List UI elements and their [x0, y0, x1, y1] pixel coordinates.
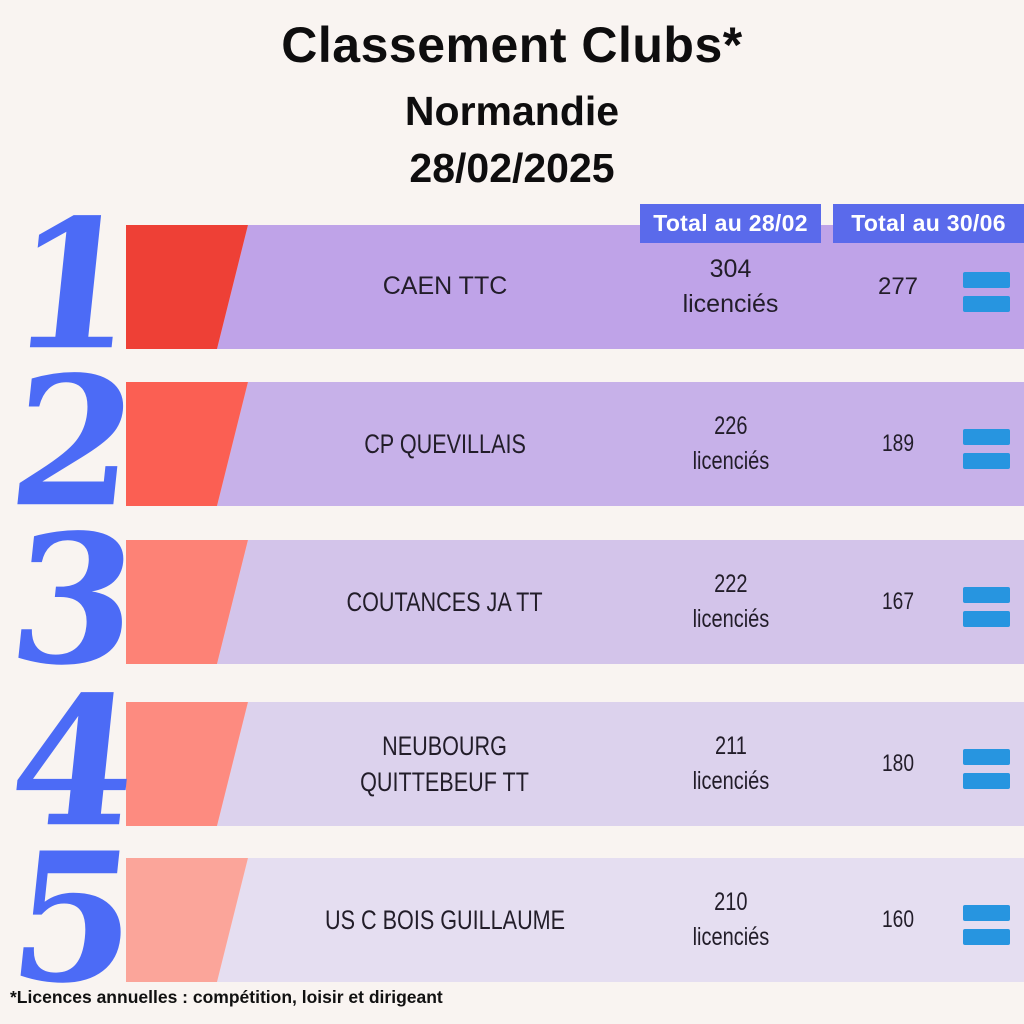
- ranking-row-4: 4 NEUBOURG QUITTEBEUF TT 211 licenciés 1…: [0, 657, 1024, 866]
- equal-trend-icon: [963, 429, 1010, 477]
- equal-trend-icon: [963, 272, 1010, 320]
- ranking-row-1: 1 CAEN TTC 304 licenciés 277: [0, 180, 1024, 389]
- rank-number: 5: [1, 813, 147, 1023]
- row-bar: [217, 225, 1024, 349]
- ranking-row-2: 2 CP QUEVILLAIS 226 licenciés 189: [0, 337, 1024, 546]
- count-current: 222 licenciés: [692, 570, 769, 633]
- row-bar: [217, 702, 1024, 826]
- count-previous: 180: [881, 750, 915, 777]
- club-name: CP QUEVILLAIS: [364, 428, 526, 459]
- count-current: 304 licenciés: [682, 255, 779, 318]
- count-current: 226 licenciés: [692, 412, 769, 475]
- ranking-row-5: 5 US C BOIS GUILLAUME 210 licenciés 160: [0, 813, 1024, 1022]
- count-previous: 160: [881, 906, 915, 933]
- license-footnote: *Licences annuelles : compétition, loisi…: [10, 987, 443, 1007]
- club-name: COUTANCES JA TT: [346, 586, 544, 617]
- count-current: 210 licenciés: [692, 888, 769, 951]
- title-block: Classement Clubs* Normandie 28/02/2025: [0, 18, 1024, 191]
- column-header-total-30-06: Total au 30/06: [833, 204, 1024, 243]
- row-bar: [217, 382, 1024, 506]
- club-name: CAEN TTC: [382, 272, 508, 301]
- club-name: US C BOIS GUILLAUME: [324, 904, 566, 935]
- count-previous: 167: [881, 588, 915, 615]
- row-bar: [217, 540, 1024, 664]
- date-label: 28/02/2025: [409, 145, 615, 192]
- equal-trend-icon: [963, 749, 1010, 797]
- ranking-row-3: 3 COUTANCES JA TT 222 licenciés 167: [0, 495, 1024, 704]
- equal-trend-icon: [963, 587, 1010, 635]
- region-subtitle: Normandie: [404, 88, 620, 134]
- page-title: Classement Clubs*: [281, 17, 743, 73]
- count-previous: 277: [877, 273, 919, 300]
- club-name: NEUBOURG QUITTEBEUF TT: [360, 730, 530, 797]
- column-header-total-28-02: Total au 28/02: [640, 204, 821, 243]
- count-current: 211 licenciés: [692, 732, 769, 795]
- row-bar: [217, 858, 1024, 982]
- equal-trend-icon: [963, 905, 1010, 953]
- count-previous: 189: [881, 430, 915, 457]
